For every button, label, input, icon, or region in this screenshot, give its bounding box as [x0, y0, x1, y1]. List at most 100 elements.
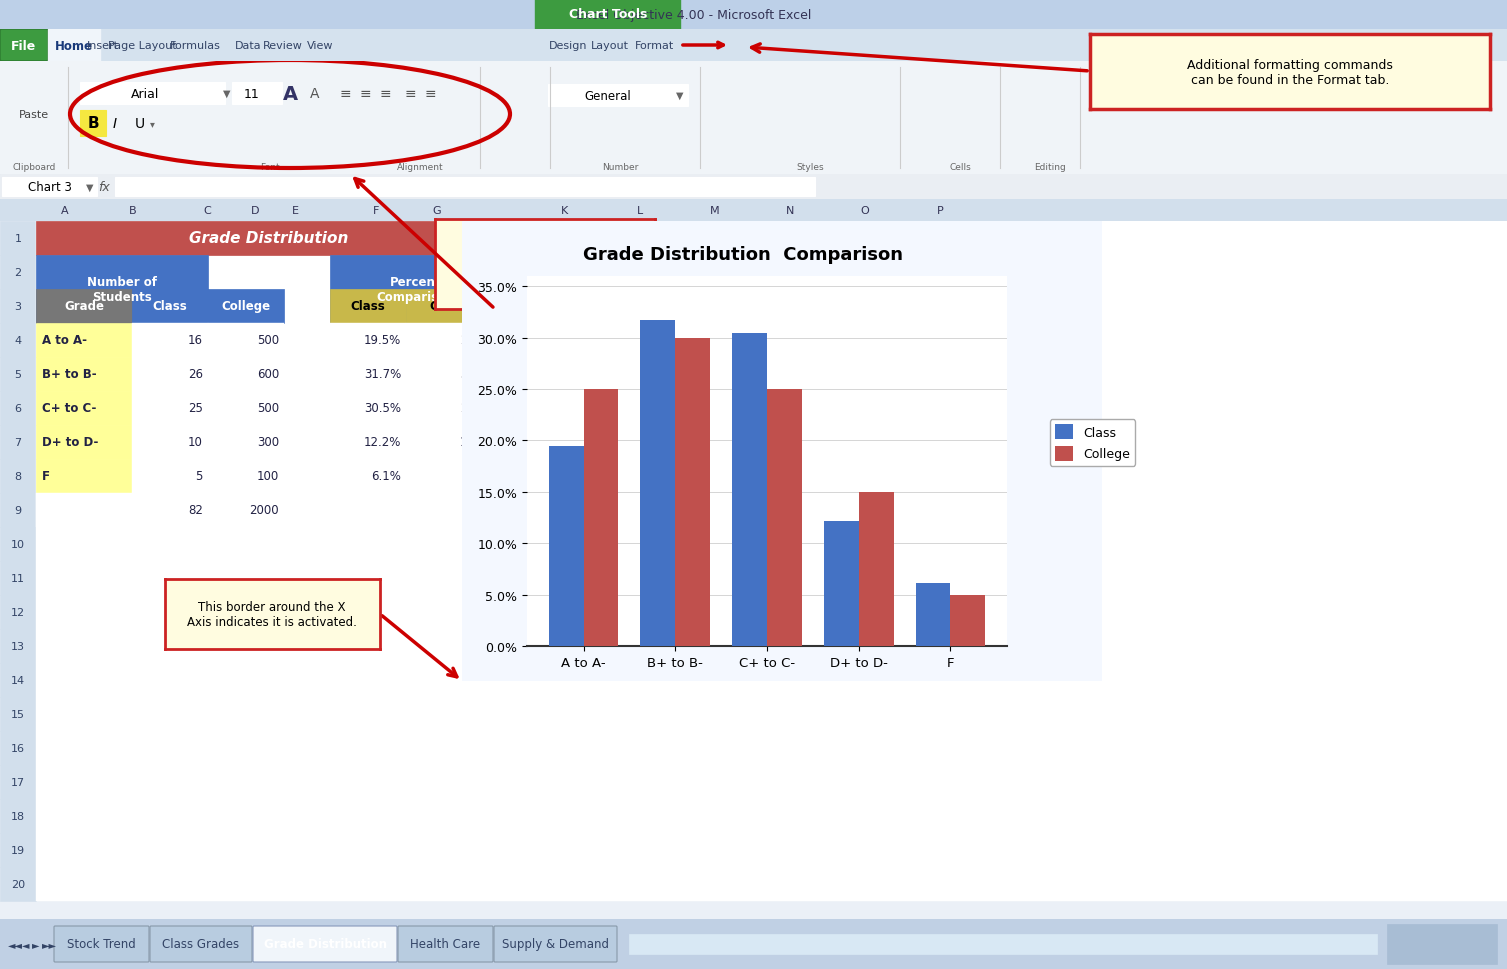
Bar: [754, 200, 827, 222]
Bar: [36, 425, 133, 459]
Text: E: E: [291, 205, 298, 216]
Bar: [36, 459, 1507, 493]
Text: A to A-: A to A-: [42, 334, 87, 347]
Bar: [330, 391, 405, 425]
Bar: [405, 290, 502, 324]
Text: 19: 19: [11, 845, 26, 855]
Text: ▼: ▼: [677, 91, 684, 101]
Text: Styles: Styles: [796, 163, 824, 172]
Bar: [405, 391, 502, 425]
Text: ▾: ▾: [149, 119, 154, 129]
Bar: [36, 527, 1507, 561]
Bar: [0, 867, 36, 901]
FancyBboxPatch shape: [398, 926, 493, 962]
Text: 15: 15: [11, 709, 26, 719]
Bar: [732, 333, 767, 646]
Text: 16: 16: [188, 334, 203, 347]
Bar: [0, 290, 36, 324]
Bar: [36, 222, 1507, 256]
Bar: [36, 799, 1507, 833]
Bar: [405, 425, 502, 459]
Text: Class Grades: Class Grades: [163, 938, 240, 951]
Bar: [208, 459, 283, 493]
Text: D+ to D-: D+ to D-: [42, 436, 98, 449]
Bar: [0, 698, 36, 732]
Bar: [36, 493, 1507, 527]
Text: Insert: Insert: [87, 41, 119, 51]
Text: F: F: [372, 205, 380, 216]
Text: 12: 12: [11, 608, 26, 617]
Bar: [133, 324, 208, 358]
Text: 14: 14: [11, 675, 26, 685]
Text: Editing: Editing: [1034, 163, 1065, 172]
Bar: [405, 358, 502, 391]
Bar: [80, 83, 225, 105]
Bar: [133, 290, 208, 324]
Text: Any of these formatting
commands can be applied
to the X and Y Axis.: Any of these formatting commands can be …: [467, 243, 622, 286]
Text: Cells: Cells: [949, 163, 971, 172]
Bar: [330, 459, 405, 493]
Text: Paste: Paste: [20, 109, 50, 120]
Text: Format: Format: [636, 41, 675, 51]
Bar: [36, 256, 208, 324]
Text: Grade Distribution: Grade Distribution: [190, 232, 348, 246]
Bar: [859, 492, 894, 646]
Text: ≡: ≡: [339, 87, 351, 101]
Text: C+ to C-: C+ to C-: [42, 402, 96, 415]
Bar: [36, 324, 1507, 358]
Text: College: College: [429, 300, 479, 313]
Text: Number of
Students: Number of Students: [87, 276, 157, 303]
Bar: [208, 493, 283, 527]
Text: 2000: 2000: [249, 504, 279, 517]
Bar: [0, 664, 36, 698]
Bar: [675, 338, 710, 646]
Text: 3: 3: [15, 301, 21, 312]
Text: 31.7%: 31.7%: [363, 368, 401, 381]
Text: N: N: [785, 205, 794, 216]
Bar: [36, 833, 1507, 867]
Text: 100: 100: [256, 470, 279, 483]
Text: 16: 16: [11, 743, 26, 753]
Text: C: C: [203, 205, 211, 216]
Bar: [36, 391, 1507, 425]
Bar: [36, 200, 93, 222]
Bar: [2, 178, 96, 197]
Text: B: B: [87, 116, 99, 132]
Bar: [36, 664, 1507, 698]
Bar: [916, 583, 951, 646]
Text: Chart 3: Chart 3: [29, 181, 72, 195]
Bar: [330, 425, 405, 459]
Bar: [133, 358, 208, 391]
Bar: [454, 200, 527, 222]
Bar: [0, 766, 36, 799]
Text: ►: ►: [32, 939, 39, 949]
Text: 10: 10: [188, 436, 203, 449]
Text: 5: 5: [196, 470, 203, 483]
Text: P: P: [937, 205, 943, 216]
Bar: [0, 358, 36, 391]
Bar: [0, 799, 36, 833]
Bar: [36, 629, 1507, 664]
Bar: [628, 934, 1377, 954]
Text: 9: 9: [15, 506, 21, 516]
Text: College: College: [222, 300, 271, 313]
Text: Supply & Demand: Supply & Demand: [502, 938, 609, 951]
Text: 10: 10: [11, 540, 26, 549]
Bar: [0, 561, 36, 595]
Bar: [36, 595, 1507, 629]
Bar: [678, 200, 752, 222]
Text: Layout: Layout: [591, 41, 628, 51]
Bar: [603, 200, 677, 222]
Bar: [208, 290, 283, 324]
Bar: [36, 358, 133, 391]
Text: B: B: [130, 205, 137, 216]
Text: M: M: [710, 205, 720, 216]
Bar: [48, 30, 99, 62]
Bar: [0, 459, 36, 493]
Text: A: A: [62, 205, 69, 216]
Text: This border around the X
Axis indicates it is activated.: This border around the X Axis indicates …: [187, 601, 357, 628]
Text: ≡: ≡: [423, 87, 436, 101]
Bar: [36, 358, 1507, 391]
Bar: [36, 732, 1507, 766]
Text: 11: 11: [11, 574, 26, 583]
